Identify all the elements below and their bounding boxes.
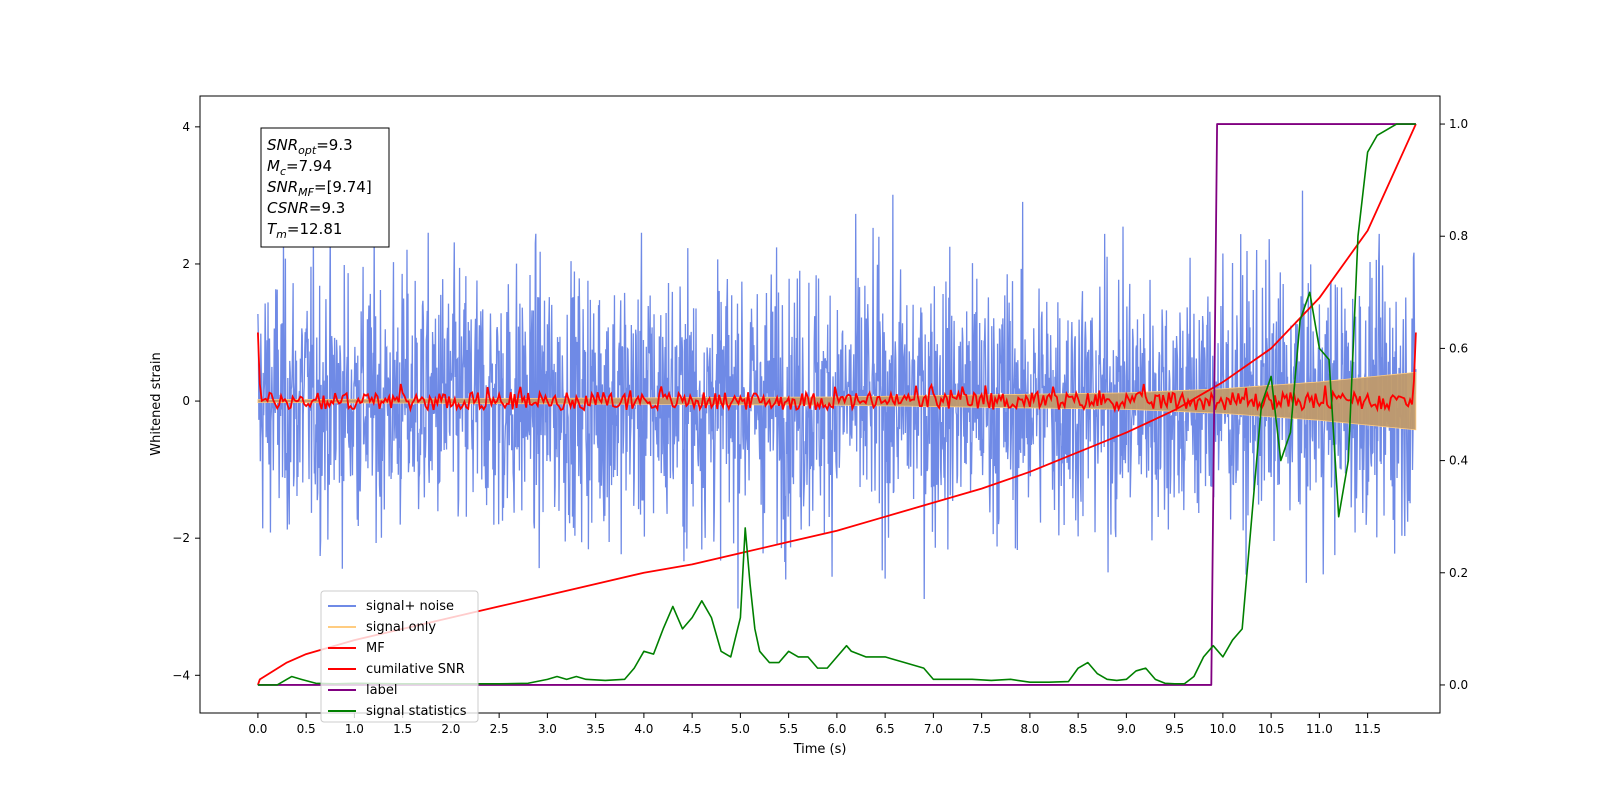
y-tick-label: 0	[182, 394, 190, 408]
series-mf	[257, 332, 1417, 414]
info-value: =9.3	[316, 136, 352, 154]
x-tick-label: 5.0	[731, 722, 750, 736]
x-tick-label: 7.5	[972, 722, 991, 736]
y-tick-label: −2	[172, 531, 190, 545]
y2-tick-label: 0.4	[1449, 454, 1468, 468]
series-signal-only	[257, 371, 1417, 431]
x-tick-label: 10.0	[1210, 722, 1237, 736]
y2-tick-label: 0.8	[1449, 229, 1468, 243]
x-tick-label: 9.5	[1165, 722, 1184, 736]
y2-tick-label: 0.0	[1449, 678, 1468, 692]
info-line: SNRopt=9.3	[267, 136, 353, 157]
info-value: =9.3	[309, 199, 345, 217]
y-axis-right: 0.0 0.2 0.4 0.6 0.8 1.0	[1440, 117, 1468, 692]
x-tick-label: 1.0	[345, 722, 364, 736]
x-tick-label: 9.0	[1117, 722, 1136, 736]
info-name: SNR	[267, 178, 298, 196]
x-axis-label: Time (s)	[793, 742, 847, 757]
info-line: SNRMF=[9.74]	[267, 178, 372, 199]
x-tick-label: 3.0	[538, 722, 557, 736]
x-tick-label: 6.0	[827, 722, 846, 736]
info-name: T	[267, 220, 278, 238]
info-subscript: m	[276, 228, 287, 241]
x-tick-label: 10.5	[1258, 722, 1285, 736]
axes-frame	[199, 95, 1441, 714]
y-tick-label: 2	[182, 257, 190, 271]
x-tick-label: 0.0	[248, 722, 267, 736]
x-tick-label: 7.0	[924, 722, 943, 736]
info-box: SNRopt=9.3Mc=7.94SNRMF=[9.74]CSNR=9.3Tm=…	[260, 127, 390, 248]
y-axis-left: −4 −2 0 2 4	[172, 120, 200, 682]
legend-label: MF	[366, 641, 385, 656]
y-axis-label: Whitened strain	[149, 352, 164, 455]
series-signal-noise	[257, 190, 1417, 609]
info-name: M	[267, 157, 280, 175]
info-subscript: opt	[298, 144, 317, 157]
legend-label: cumilative SNR	[366, 662, 465, 677]
info-subscript: MF	[298, 186, 314, 199]
legend-label: signal statistics	[366, 704, 467, 719]
x-tick-label: 11.5	[1354, 722, 1381, 736]
y2-tick-label: 0.6	[1449, 341, 1468, 355]
x-tick-label: 2.0	[441, 722, 460, 736]
y2-tick-label: 0.2	[1449, 566, 1468, 580]
info-line: Tm=12.81	[267, 220, 342, 241]
x-tick-label: 0.5	[297, 722, 316, 736]
x-tick-label: 1.5	[393, 722, 412, 736]
info-subscript: c	[280, 165, 286, 178]
x-tick-label: 5.5	[779, 722, 798, 736]
y2-tick-label: 1.0	[1449, 117, 1468, 131]
info-name: SNR	[267, 136, 298, 154]
x-tick-label: 8.0	[1020, 722, 1039, 736]
info-box-frame	[260, 127, 390, 248]
plot-area	[257, 123, 1417, 686]
info-value: =[9.74]	[314, 178, 372, 196]
info-value: =12.81	[287, 220, 343, 238]
x-tick-label: 4.5	[683, 722, 702, 736]
info-value: =7.94	[286, 157, 332, 175]
x-tick-label: 4.0	[634, 722, 653, 736]
legend-label: signal only	[366, 620, 436, 635]
info-name: CSNR	[267, 199, 309, 217]
info-line: Mc=7.94	[267, 157, 332, 178]
legend-frame	[320, 590, 479, 723]
x-tick-label: 3.5	[586, 722, 605, 736]
series-label	[257, 123, 1416, 686]
x-tick-label: 6.5	[876, 722, 895, 736]
legend: signal+ noise signal only MF cumilative SNR…	[320, 590, 479, 723]
y-tick-label: −4	[172, 668, 190, 682]
legend-label: label	[366, 683, 397, 698]
legend-label: signal+ noise	[366, 599, 454, 614]
x-tick-label: 8.5	[1069, 722, 1088, 736]
x-tick-label: 11.0	[1306, 722, 1333, 736]
x-axis: 0.0 0.5 1.0 1.5 2.0 2.5 3.0 3.5 4.0 4.5 5.0 5.5 6.0 6…	[248, 713, 1381, 736]
info-line: CSNR=9.3	[267, 199, 345, 217]
series-signal-statistics	[257, 123, 1416, 686]
x-tick-label: 2.5	[490, 722, 509, 736]
y-tick-label: 4	[182, 120, 190, 134]
